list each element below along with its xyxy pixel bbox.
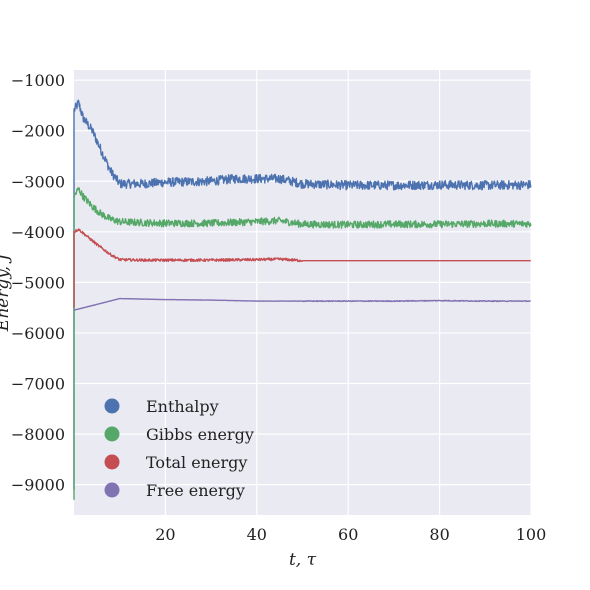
legend-marker-free-energy [104, 482, 120, 498]
legend-label-gibbs-energy: Gibbs energy [146, 425, 254, 444]
y-tick-label: −9000 [11, 476, 65, 495]
y-axis-label: Energy, J [0, 253, 13, 333]
x-tick-label: 80 [429, 525, 449, 544]
series-line-total-energy [73, 228, 532, 308]
legend-label-enthalpy: Enthalpy [146, 397, 219, 416]
x-axis-label: t, τ [289, 550, 317, 570]
plot-background [74, 70, 531, 515]
y-tick-label: −2000 [11, 122, 65, 141]
legend: Enthalpy Gibbs energy Total energy Free ene… [104, 397, 254, 500]
x-tick-label: 20 [155, 525, 175, 544]
y-tick-label: −1000 [11, 71, 65, 90]
x-tick-label: 60 [338, 525, 358, 544]
x-tick-label: 100 [516, 525, 547, 544]
legend-label-free-energy: Free energy [146, 481, 245, 500]
series-layer [73, 99, 532, 500]
legend-label-total-energy: Total energy [146, 453, 247, 472]
series-line-gibbs-energy [73, 187, 532, 500]
legend-marker-gibbs-energy [104, 426, 120, 442]
y-tick-label: −3000 [11, 172, 65, 191]
y-tick-label: −7000 [11, 375, 65, 394]
x-tick-label: 40 [247, 525, 267, 544]
y-tick-label: −4000 [11, 223, 65, 242]
y-tick-label: −6000 [11, 324, 65, 343]
y-tick-label: −5000 [11, 273, 65, 292]
y-tick-label: −8000 [11, 425, 65, 444]
series-line-free-energy [73, 297, 532, 311]
x-axis-ticks: 20 40 60 80 100 [155, 525, 546, 544]
y-axis-ticks: −1000 −2000 −3000 −4000 −5000 −6000 −7000 −8000… [11, 71, 65, 495]
series-line-enthalpy [73, 99, 532, 490]
legend-marker-total-energy [104, 454, 120, 470]
grid [74, 70, 532, 515]
legend-marker-enthalpy [104, 398, 120, 414]
